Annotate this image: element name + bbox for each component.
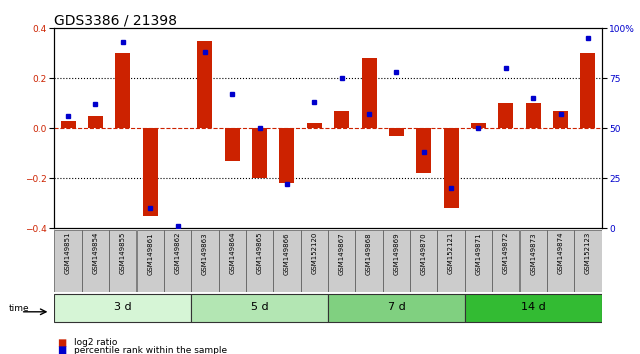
Bar	[252, 129, 267, 178]
Bar	[328, 294, 465, 322]
Bar	[219, 230, 246, 292]
Text: GDS3386 / 21398: GDS3386 / 21398	[54, 13, 177, 27]
Bar	[246, 230, 273, 292]
Bar	[465, 294, 602, 322]
Bar	[465, 230, 492, 292]
Text: 7 d: 7 d	[388, 302, 405, 312]
Bar	[328, 230, 355, 292]
Bar	[492, 230, 520, 292]
Text: GSM149864: GSM149864	[229, 232, 236, 274]
Bar	[334, 111, 349, 129]
Text: GSM149872: GSM149872	[503, 232, 509, 274]
Bar	[109, 230, 136, 292]
Bar	[389, 129, 404, 136]
Bar	[82, 230, 109, 292]
Text: 14 d: 14 d	[521, 302, 545, 312]
Bar	[54, 294, 191, 322]
Text: ■: ■	[58, 338, 67, 348]
Bar	[553, 111, 568, 129]
Bar	[499, 103, 513, 129]
Bar	[115, 53, 131, 129]
Bar	[54, 230, 82, 292]
Bar	[520, 230, 547, 292]
Bar	[61, 121, 76, 129]
Text: GSM149861: GSM149861	[147, 232, 153, 275]
Text: 5 d: 5 d	[251, 302, 268, 312]
Text: GSM149855: GSM149855	[120, 232, 126, 274]
Text: time: time	[8, 304, 29, 313]
Bar	[471, 123, 486, 129]
Bar	[88, 116, 103, 129]
Text: GSM149873: GSM149873	[530, 232, 536, 275]
Text: GSM149874: GSM149874	[557, 232, 564, 274]
Bar	[301, 230, 328, 292]
Text: GSM149863: GSM149863	[202, 232, 208, 275]
Text: GSM149870: GSM149870	[420, 232, 427, 275]
Bar	[143, 129, 157, 216]
Bar	[574, 230, 602, 292]
Bar	[191, 230, 218, 292]
Text: ■: ■	[58, 346, 67, 354]
Bar	[280, 129, 294, 183]
Text: GSM149854: GSM149854	[92, 232, 99, 274]
Bar	[273, 230, 301, 292]
Bar	[136, 230, 164, 292]
Bar	[197, 41, 212, 129]
Text: GSM152120: GSM152120	[311, 232, 317, 274]
Bar	[580, 53, 595, 129]
Bar	[547, 230, 574, 292]
Bar	[444, 129, 459, 208]
Bar	[307, 123, 322, 129]
Bar	[355, 230, 383, 292]
Bar	[416, 129, 431, 173]
Text: 3 d: 3 d	[114, 302, 132, 312]
Bar	[225, 129, 240, 161]
Text: percentile rank within the sample: percentile rank within the sample	[74, 346, 227, 354]
Bar	[362, 58, 376, 129]
Bar	[164, 230, 191, 292]
Text: GSM149851: GSM149851	[65, 232, 71, 274]
Text: GSM149868: GSM149868	[366, 232, 372, 275]
Bar	[383, 230, 410, 292]
Bar	[410, 230, 437, 292]
Text: GSM149866: GSM149866	[284, 232, 290, 275]
Text: GSM149867: GSM149867	[339, 232, 345, 275]
Bar	[525, 103, 541, 129]
Text: GSM152121: GSM152121	[448, 232, 454, 274]
Bar	[191, 294, 328, 322]
Text: log2 ratio: log2 ratio	[74, 338, 117, 347]
Text: GSM149869: GSM149869	[394, 232, 399, 275]
Bar	[438, 230, 465, 292]
Text: GSM152123: GSM152123	[585, 232, 591, 274]
Text: GSM149871: GSM149871	[476, 232, 481, 275]
Text: GSM149865: GSM149865	[257, 232, 262, 274]
Text: GSM149862: GSM149862	[175, 232, 180, 274]
